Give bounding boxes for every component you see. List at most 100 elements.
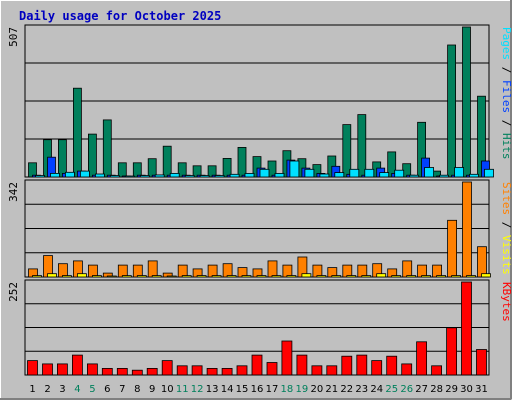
legend-part: / (500, 215, 512, 235)
day-label: 20 (311, 384, 324, 395)
day-label: 5 (89, 384, 95, 395)
day-label: 28 (430, 384, 443, 395)
day-label: 22 (340, 384, 353, 395)
bar-visits (346, 275, 357, 278)
panel-kbytes: 252 KBytes (7, 279, 512, 376)
bar-visits (181, 275, 192, 278)
side-legend-visits-sites: Sites / Visits (500, 182, 512, 275)
bar-kbytes (42, 363, 53, 376)
legend-part: Files (500, 80, 512, 113)
day-label: 3 (59, 384, 65, 395)
bar-visits (166, 275, 177, 278)
day-label: 10 (161, 384, 174, 395)
day-label: 21 (325, 384, 338, 395)
bar-sites (402, 260, 413, 278)
day-labels: 1 2 3 4 5 6 7 8 9 10 11 12 13 14 15 16 17 18 19 20 21 22 23 24 2… (29, 384, 488, 395)
bar-hits (88, 133, 97, 178)
bar-visits (196, 275, 207, 278)
day-label: 9 (149, 384, 155, 395)
bar-visits (376, 273, 387, 278)
legend-part: / (500, 113, 512, 133)
side-legend-kbytes: KBytes (500, 282, 512, 322)
bar-pages (454, 167, 465, 178)
legend-part: Pages (500, 27, 512, 60)
bar-pages (154, 174, 165, 178)
bar-kbytes (116, 367, 128, 376)
bar-visits (151, 275, 162, 278)
bar-pages (394, 169, 405, 178)
bar-pages (184, 175, 195, 178)
bar-visits (77, 273, 87, 278)
bar-hits (162, 145, 172, 178)
bar-pages (214, 175, 225, 178)
bar-kbytes (146, 367, 158, 376)
bar-visits (92, 275, 102, 278)
bar-kbytes (131, 369, 143, 376)
bar-kbytes (431, 365, 443, 376)
bar-hits (462, 26, 471, 178)
day-label: 4 (74, 384, 80, 395)
panel-visits-sites: 342 Sites / Visits (7, 179, 512, 278)
bar-visits (47, 273, 57, 278)
legend-part: Hits (500, 133, 512, 160)
legend-part: Visits (500, 235, 512, 275)
bar-kbytes (356, 354, 368, 376)
bar-visits (466, 275, 476, 278)
bar-kbytes (326, 365, 338, 376)
bar-visits (136, 275, 147, 278)
day-label: 12 (191, 384, 204, 395)
bar-pages (229, 173, 240, 178)
bar-kbytes (221, 367, 233, 376)
bar-visits (271, 275, 282, 278)
day-label: 30 (460, 384, 473, 395)
bar-kbytes (206, 367, 218, 376)
legend-part: KBytes (500, 282, 512, 322)
bar-visits (241, 275, 252, 278)
bar-kbytes (266, 362, 278, 376)
bar-kbytes (386, 355, 398, 376)
bar-kbytes (72, 354, 83, 376)
bar-visits (286, 275, 297, 278)
bar-pages (349, 168, 360, 178)
bar-pages (319, 173, 330, 178)
day-label: 18 (281, 384, 294, 395)
day-label: 14 (221, 384, 234, 395)
day-label: 8 (134, 384, 140, 395)
bar-sites (147, 260, 158, 278)
day-label: 13 (206, 384, 219, 395)
day-label: 6 (104, 384, 110, 395)
chart-title: Daily usage for October 2025 (19, 9, 221, 23)
bar-kbytes (57, 363, 68, 376)
bar-pages (424, 167, 435, 178)
bar-pages (379, 172, 390, 178)
bar-visits (106, 275, 117, 278)
bar-pages (109, 175, 120, 178)
bar-pages (289, 160, 300, 178)
bar-visits (391, 275, 402, 278)
bar-pages (334, 172, 345, 178)
bar-hits (237, 146, 247, 178)
bar-pages (124, 175, 135, 178)
ymax-label-kbytes: 252 (7, 282, 20, 302)
bar-pages (244, 172, 255, 178)
bar-kbytes (476, 349, 487, 376)
day-label: 25 (385, 384, 398, 395)
bar-kbytes (87, 363, 98, 376)
bar-kbytes (161, 360, 173, 376)
bar-visits (256, 275, 267, 278)
bar-visits (301, 273, 312, 278)
bar-visits (361, 275, 372, 278)
bar-pages (80, 170, 90, 178)
bar-pages (95, 173, 105, 178)
bar-pages (484, 168, 494, 178)
day-label: 29 (445, 384, 458, 395)
bar-kbytes (296, 354, 308, 376)
day-label: 23 (355, 384, 368, 395)
bar-pages (274, 172, 285, 178)
legend-part: Sites (500, 182, 512, 215)
day-label: 24 (370, 384, 383, 395)
bar-visits (436, 275, 447, 278)
day-label: 7 (119, 384, 125, 395)
panel-hits-files-pages: 507 Pages / Files / Hits (7, 24, 512, 178)
